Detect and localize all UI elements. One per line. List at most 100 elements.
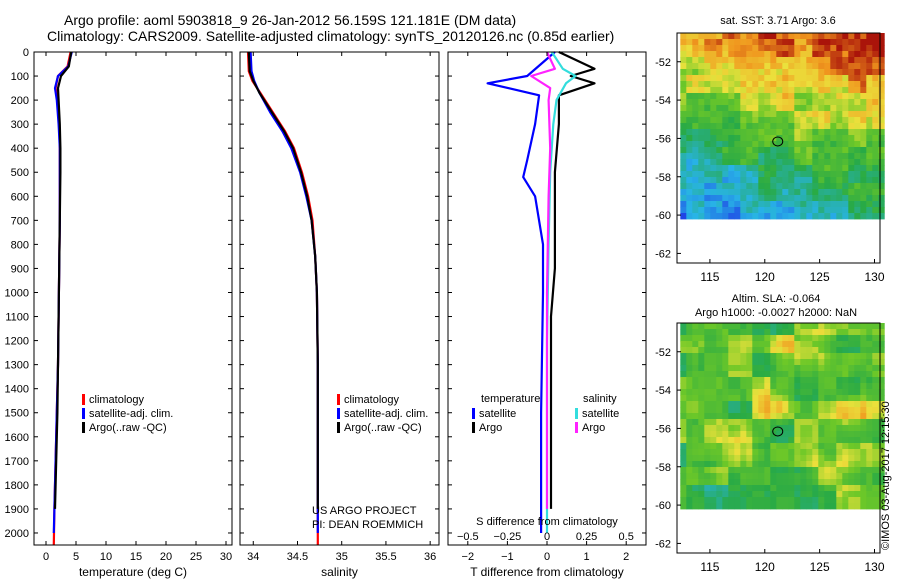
heatmap-cell [710,383,717,390]
heatmap-cell [860,443,867,450]
heatmap-cell [824,129,831,136]
heatmap-cell [752,371,759,378]
heatmap-cell [782,99,789,106]
heatmap-cell [734,383,741,390]
heatmap-cell [764,407,771,414]
y-tick-label: 900 [11,263,29,275]
heatmap-cell [752,33,759,40]
heatmap-cell [800,171,807,178]
heatmap-cell [740,57,747,64]
heatmap-cell [680,135,687,142]
heatmap-cell [692,129,699,136]
heatmap-cell [752,135,759,142]
heatmap-cell [734,491,741,498]
heatmap-cell [704,123,711,130]
heatmap-cell [824,189,831,196]
heatmap-cell [692,135,699,142]
heatmap-cell [692,171,699,178]
heatmap-cell [776,213,783,220]
heatmap-cell [872,401,879,408]
heatmap-cell [848,129,855,136]
heatmap-cell [716,389,723,396]
heatmap-cell [770,473,777,480]
heatmap-cell [872,341,879,348]
heatmap-cell [734,449,741,456]
heatmap-cell [770,63,777,70]
heatmap-cell [692,455,699,462]
heatmap-cell [686,467,693,474]
heatmap-cell [776,39,783,46]
heatmap-cell [872,491,879,498]
heatmap-cell [836,75,843,82]
heatmap-cell [728,69,735,76]
heatmap-cell [824,87,831,94]
heatmap-cell [776,455,783,462]
heatmap-cell [776,153,783,160]
heatmap-cell [746,467,753,474]
heatmap-cell [746,395,753,402]
heatmap-cell [776,117,783,124]
heatmap-cell [728,329,735,336]
heatmap-cell [746,117,753,124]
heatmap-cell [728,111,735,118]
heatmap-cell [728,503,735,510]
heatmap-cell [710,365,717,372]
map-x-tick-label: 120 [755,270,775,284]
heatmap-cell [794,153,801,160]
heatmap-cell [854,141,861,148]
series-line-temperature-argo [549,51,596,509]
heatmap-cell [704,401,711,408]
heatmap-cell [680,69,687,76]
heatmap-cell [734,365,741,372]
heatmap-cell [848,45,855,52]
heatmap-cell [824,407,831,414]
heatmap-cell [728,63,735,70]
heatmap-cell [764,401,771,408]
heatmap-cell [740,153,747,160]
heatmap-cell [830,491,837,498]
y-tick-label: 500 [11,167,29,179]
series-line-climatology [246,51,319,545]
heatmap-cell [740,147,747,154]
heatmap-cell [680,377,687,384]
heatmap-cell [770,39,777,46]
heatmap-cell [692,177,699,184]
heatmap-cell [704,323,711,330]
heatmap-cell [704,171,711,178]
heatmap-cell [788,383,795,390]
heatmap-cell [800,377,807,384]
heatmap-cell [698,75,705,82]
heatmap-cell [812,389,819,396]
heatmap-cell [776,461,783,468]
heatmap-cell [716,129,723,136]
heatmap-cell [794,425,801,432]
heatmap-cell [848,201,855,208]
heatmap-cell [860,207,867,214]
heatmap-cell [866,189,873,196]
heatmap-cell [770,383,777,390]
heatmap-cell [860,413,867,420]
heatmap-cell [824,147,831,154]
heatmap-cell [740,69,747,76]
heatmap-cell [710,105,717,112]
heatmap-cell [752,449,759,456]
heatmap-cell [878,207,885,214]
heatmap-cell [734,431,741,438]
heatmap-cell [800,45,807,52]
heatmap-cell [782,485,789,492]
heatmap-cell [764,431,771,438]
heatmap-cell [716,443,723,450]
heatmap-cell [764,413,771,420]
heatmap-cell [854,491,861,498]
heatmap-cell [698,401,705,408]
heatmap-cell [728,371,735,378]
series-line-satellite-adj-clim- [249,51,319,533]
heatmap-cell [746,105,753,112]
heatmap-cell [686,81,693,88]
heatmap-cell [752,347,759,354]
heatmap-cell [794,33,801,40]
heatmap-cell [848,401,855,408]
legend-entry-text: climatology [344,394,400,406]
heatmap-cell [758,99,765,106]
heatmap-cell [800,117,807,124]
